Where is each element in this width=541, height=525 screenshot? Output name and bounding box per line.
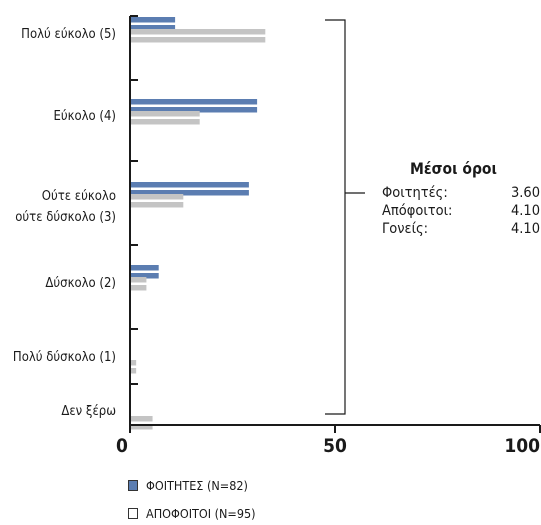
means-value: 4.10 [510,221,540,237]
bar-students [130,182,249,188]
means-value: 4.10 [510,203,540,219]
legend-swatch-graduates [128,508,138,519]
category-label: Πολύ εύκολο (5) [21,27,116,42]
legend-item-students: ΦΟΙΤΗΤΕΣ (Ν=82) [128,478,248,493]
bar-graduates [130,285,147,291]
bar-graduates [130,111,200,117]
legend-label-students: ΦΟΙΤΗΤΕΣ (Ν=82) [146,478,248,493]
legend-swatch-students [128,480,138,491]
category-label: Πολύ δύσκολο (1) [13,350,116,365]
bar-graduates [130,119,200,125]
means-label: Απόφοιτοι: [382,203,453,219]
bar-graduates [130,29,266,35]
axes-layer: 0 50 100 [116,15,541,457]
bar-students [130,265,159,271]
legend-label-graduates: ΑΠΟΦΟΙΤΟΙ (Ν=95) [146,506,256,521]
category-labels: Πολύ εύκολο (5) Εύκολο (4) Ούτε εύκολο ούτε… [13,27,116,419]
bar-students [130,107,258,113]
x-tick-label: 100 [504,435,540,457]
category-label: Ούτε εύκολο ούτε δύσκολο (3) [15,189,116,225]
x-tick-label: 0 [116,435,128,457]
bar-students [130,17,176,23]
bar-students [130,25,176,31]
category-label: Δεν ξέρω [61,404,116,419]
bar-graduates [130,194,184,200]
legend-item-graduates: ΑΠΟΦΟΙΤΟΙ (Ν=95) [128,506,256,521]
means-label: Φοιτητές: [382,185,448,201]
bars-layer [130,17,266,430]
bar-students [130,99,258,105]
means-row-graduates: Απόφοιτοι: 4.10 [382,202,540,220]
bar-graduates [130,277,147,283]
means-title: Μέσοι όροι [410,160,497,178]
means-box: Μέσοι όροι Φοιτητές: 3.60 Απόφοιτοι: 4.1… [382,160,540,238]
bar-graduates [130,424,153,430]
means-bracket [325,19,346,415]
bar-graduates [130,416,153,422]
bar-students [130,190,249,196]
means-label: Γονείς: [382,221,429,237]
category-label: Εύκολο (4) [53,109,116,124]
bar-graduates [130,37,266,43]
bar-students [130,273,159,279]
means-row-students: Φοιτητές: 3.60 [382,184,540,202]
bar-graduates [130,202,184,208]
bar-graduates [130,368,137,374]
means-row-parents: Γονείς: 4.10 [382,220,540,238]
means-value: 3.60 [510,185,540,201]
category-label: Δύσκολο (2) [45,276,116,291]
bar-graduates [130,360,137,366]
x-tick-label: 50 [323,435,347,457]
